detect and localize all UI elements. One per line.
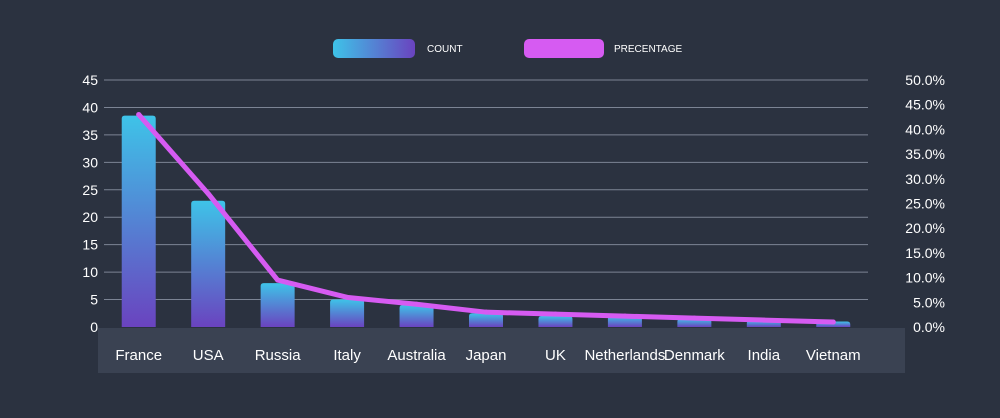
gridlines: [104, 79, 868, 301]
x-tick-label: Japan: [466, 347, 507, 364]
y-tick-label: 35: [82, 127, 98, 143]
x-tick-label: Vietnam: [806, 347, 861, 364]
bar: [260, 283, 295, 327]
y2-tick-label: 5.0%: [913, 294, 945, 310]
line-point: [552, 311, 558, 317]
y-tick-label: 20: [82, 209, 98, 225]
bar: [121, 115, 156, 327]
x-tick-label: Denmark: [664, 347, 725, 364]
bar-series: [121, 115, 851, 327]
y-axis-left: 0 5 10 15 20 25 30 35 40 45: [82, 72, 98, 335]
y2-tick-label: 50.0%: [905, 72, 945, 88]
y-tick-label: 5: [90, 292, 98, 308]
legend-percentage-swatch: [524, 39, 604, 58]
y2-tick-label: 40.0%: [905, 121, 945, 137]
category-label-band: [98, 328, 905, 373]
x-tick-label: Russia: [255, 347, 302, 364]
y2-tick-label: 10.0%: [905, 270, 945, 286]
line-point: [414, 301, 420, 307]
line-point: [275, 277, 281, 283]
y2-tick-label: 25.0%: [905, 196, 945, 212]
y-tick-label: 40: [82, 99, 98, 115]
y-tick-label: 45: [82, 72, 98, 88]
y-tick-label: 25: [82, 182, 98, 198]
line-point: [830, 319, 836, 325]
y2-tick-label: 35.0%: [905, 146, 945, 162]
line-point: [761, 317, 767, 323]
x-tick-label: France: [115, 347, 162, 364]
line-point: [136, 112, 142, 118]
x-axis: France USA Russia Italy Australia Japan UK Neth…: [115, 347, 860, 364]
bar: [469, 313, 503, 327]
x-tick-label: India: [748, 347, 781, 364]
x-tick-label: Italy: [333, 347, 361, 364]
line-point: [205, 191, 211, 197]
line-point: [691, 315, 697, 321]
x-tick-label: Australia: [387, 347, 446, 364]
y2-tick-label: 45.0%: [905, 97, 945, 113]
y2-tick-label: 15.0%: [905, 245, 945, 261]
bar: [191, 200, 226, 327]
line-point: [622, 313, 628, 319]
line-point: [483, 309, 489, 315]
y-tick-label: 10: [82, 264, 98, 280]
percentage-line: [136, 112, 836, 325]
y-axis-right: 0.0% 5.0% 10.0% 15.0% 20.0% 25.0% 30.0% 35.0% 40…: [905, 72, 945, 335]
y-tick-label: 30: [82, 154, 98, 170]
legend-count-label: COUNT: [427, 44, 463, 55]
y-tick-label: 0: [90, 319, 98, 335]
x-tick-label: Netherlands: [584, 347, 665, 364]
y2-tick-label: 0.0%: [913, 319, 945, 335]
bar: [330, 299, 365, 327]
x-tick-label: UK: [545, 347, 566, 364]
y-tick-label: 15: [82, 237, 98, 253]
bar: [538, 316, 573, 327]
line-point: [344, 294, 350, 300]
x-tick-label: USA: [193, 347, 224, 364]
line-series: [136, 112, 836, 325]
legend-count-swatch: [333, 39, 415, 58]
legend: COUNT PRECENTAGE: [333, 39, 682, 58]
bar: [399, 305, 434, 327]
y2-tick-label: 20.0%: [905, 220, 945, 236]
y2-tick-label: 30.0%: [905, 171, 945, 187]
legend-percentage-label: PRECENTAGE: [614, 44, 682, 55]
